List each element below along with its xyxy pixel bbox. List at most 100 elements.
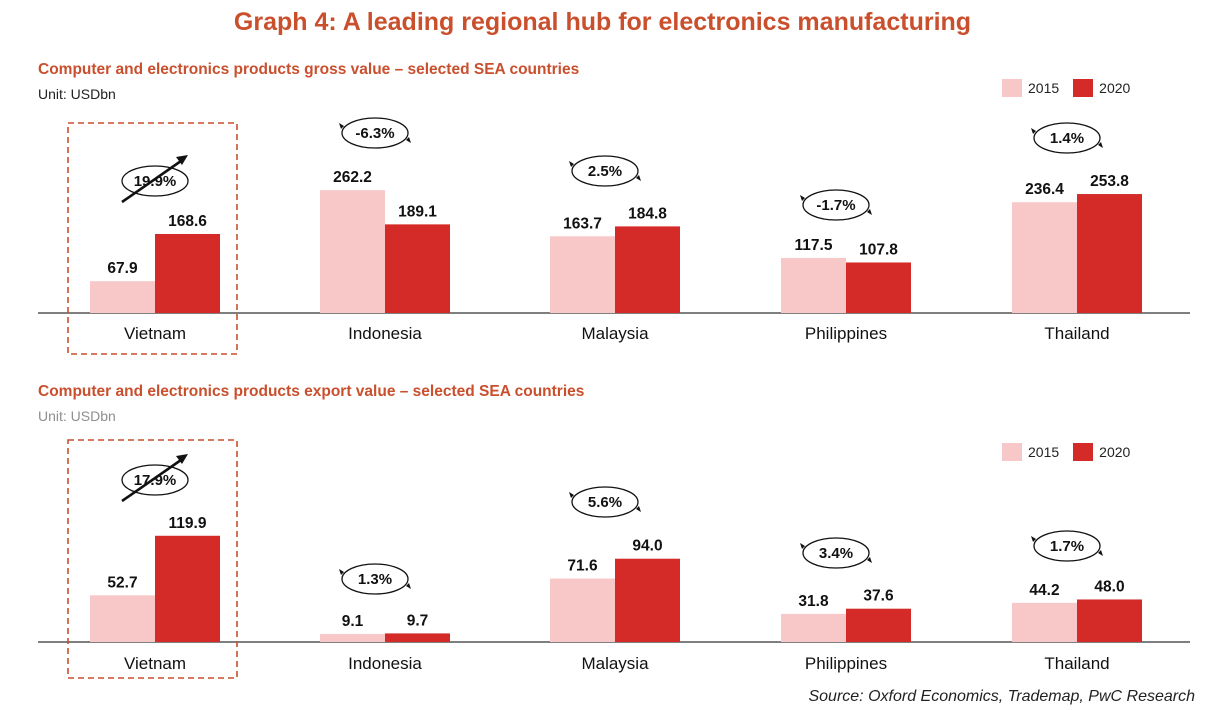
growth-marker-left-indonesia bbox=[339, 123, 344, 129]
highlight-box-vietnam bbox=[67, 122, 238, 355]
growth-arrow-vietnam bbox=[121, 159, 182, 204]
legend-swatch-2015 bbox=[1002, 79, 1022, 97]
growth-label-malaysia: 5.6% bbox=[588, 494, 622, 511]
bar-label-indonesia-2020: 189.1 bbox=[398, 203, 437, 220]
legend-label-2015: 2015 bbox=[1028, 444, 1060, 460]
chart1-legend-2020: 2020 bbox=[1073, 79, 1130, 97]
bar-label-philippines-2020: 107.8 bbox=[859, 241, 898, 258]
bar-label-indonesia-2015: 262.2 bbox=[333, 169, 372, 186]
bar-malaysia-2020 bbox=[615, 226, 680, 313]
chart2-legend-2015: 2015 bbox=[1002, 443, 1059, 461]
growth-marker-right-philippines bbox=[867, 209, 872, 215]
chart2-legend: 2015 2020 bbox=[1002, 443, 1144, 461]
bar-label-vietnam-2015: 52.7 bbox=[107, 574, 137, 591]
bar-philippines-2015 bbox=[781, 613, 846, 642]
growth-label-indonesia: -6.3% bbox=[355, 125, 394, 142]
growth-ellipse-malaysia bbox=[571, 486, 639, 518]
chart2-title: Computer and electronics products export… bbox=[38, 383, 585, 400]
source-note: Source: Oxford Economics, Trademap, PwC … bbox=[808, 688, 1195, 705]
growth-label-philippines: -1.7% bbox=[816, 197, 855, 214]
bar-label-philippines-2015: 31.8 bbox=[798, 593, 829, 610]
bar-thailand-2020 bbox=[1077, 599, 1142, 642]
growth-label-thailand: 1.4% bbox=[1050, 130, 1084, 147]
highlight-box-vietnam bbox=[67, 439, 238, 679]
legend-swatch-2020 bbox=[1073, 79, 1094, 97]
growth-label-vietnam: 17.9% bbox=[134, 472, 177, 489]
growth-ellipse-malaysia bbox=[571, 155, 639, 187]
growth-arrow-vietnam bbox=[121, 458, 182, 503]
bar-label-philippines-2015: 117.5 bbox=[795, 237, 833, 254]
growth-ellipse-thailand bbox=[1033, 530, 1101, 562]
category-label-malaysia: Malaysia bbox=[581, 654, 649, 673]
bar-label-thailand-2020: 253.8 bbox=[1090, 173, 1129, 190]
category-label-vietnam: Vietnam bbox=[124, 324, 186, 343]
category-label-philippines: Philippines bbox=[805, 654, 887, 673]
bar-thailand-2015 bbox=[1012, 602, 1077, 642]
bar-label-philippines-2020: 37.6 bbox=[863, 588, 894, 605]
chart2-plot: 52.7 119.9 Vietnam 17.9% 9.1 9.7 Indonesia 1.3%… bbox=[38, 439, 1190, 679]
growth-label-thailand: 1.7% bbox=[1050, 538, 1084, 555]
growth-marker-left-philippines bbox=[800, 543, 805, 549]
category-label-indonesia: Indonesia bbox=[348, 324, 422, 343]
main-title: Graph 4: A leading regional hub for elec… bbox=[233, 8, 972, 36]
category-label-indonesia: Indonesia bbox=[348, 654, 422, 673]
growth-marker-right-malaysia bbox=[636, 175, 641, 181]
bar-vietnam-2015 bbox=[90, 281, 155, 313]
growth-ellipse-vietnam bbox=[121, 464, 189, 496]
bar-malaysia-2020 bbox=[615, 558, 680, 642]
bar-label-malaysia-2020: 94.0 bbox=[632, 538, 662, 555]
category-label-thailand: Thailand bbox=[1044, 654, 1109, 673]
chart1-legend-2015: 2015 bbox=[1002, 79, 1059, 97]
category-label-thailand: Thailand bbox=[1044, 324, 1109, 343]
growth-ellipse-vietnam bbox=[121, 165, 189, 197]
legend-swatch-2015 bbox=[1002, 443, 1022, 461]
chart2-unit: Unit: USDbn bbox=[38, 408, 116, 424]
growth-ellipse-thailand bbox=[1033, 122, 1101, 154]
growth-marker-right-indonesia bbox=[406, 583, 411, 589]
chart2-legend-2020: 2020 bbox=[1073, 443, 1130, 461]
legend-label-2020: 2020 bbox=[1099, 444, 1131, 460]
category-label-vietnam: Vietnam bbox=[124, 654, 186, 673]
growth-marker-left-thailand bbox=[1031, 128, 1036, 134]
chart1-title: Computer and electronics products gross … bbox=[38, 61, 580, 78]
growth-label-philippines: 3.4% bbox=[819, 545, 853, 562]
bar-malaysia-2015 bbox=[550, 236, 615, 313]
growth-marker-left-thailand bbox=[1031, 536, 1036, 542]
growth-marker-left-indonesia bbox=[339, 569, 344, 575]
growth-marker-right-malaysia bbox=[636, 506, 641, 512]
bar-label-vietnam-2020: 168.6 bbox=[168, 213, 207, 230]
growth-marker-right-indonesia bbox=[406, 137, 411, 143]
legend-swatch-2020 bbox=[1073, 443, 1094, 461]
bar-label-thailand-2015: 44.2 bbox=[1029, 582, 1059, 599]
growth-ellipse-philippines bbox=[802, 537, 870, 569]
bar-label-thailand-2015: 236.4 bbox=[1025, 181, 1064, 198]
bar-indonesia-2015 bbox=[320, 190, 385, 313]
bar-indonesia-2020 bbox=[385, 224, 450, 313]
bar-indonesia-2020 bbox=[385, 633, 450, 642]
bar-philippines-2015 bbox=[781, 257, 846, 313]
growth-marker-right-philippines bbox=[867, 557, 872, 563]
bar-label-malaysia-2015: 163.7 bbox=[563, 215, 602, 232]
bar-label-indonesia-2015: 9.1 bbox=[342, 613, 364, 630]
bar-label-malaysia-2020: 184.8 bbox=[628, 205, 667, 222]
growth-label-malaysia: 2.5% bbox=[588, 163, 622, 180]
growth-marker-left-philippines bbox=[800, 195, 805, 201]
bar-label-thailand-2020: 48.0 bbox=[1094, 578, 1124, 595]
growth-marker-right-thailand bbox=[1098, 142, 1103, 148]
chart1-unit: Unit: USDbn bbox=[38, 86, 116, 102]
chart1-legend: 2015 2020 bbox=[1002, 79, 1144, 97]
growth-label-indonesia: 1.3% bbox=[358, 571, 392, 588]
bar-philippines-2020 bbox=[846, 608, 911, 642]
bar-vietnam-2015 bbox=[90, 595, 155, 642]
growth-marker-left-malaysia bbox=[569, 161, 574, 167]
bar-philippines-2020 bbox=[846, 262, 911, 313]
bar-vietnam-2020 bbox=[155, 233, 220, 313]
bar-thailand-2015 bbox=[1012, 202, 1077, 313]
bar-thailand-2020 bbox=[1077, 194, 1142, 313]
category-label-malaysia: Malaysia bbox=[581, 324, 649, 343]
bar-label-vietnam-2020: 119.9 bbox=[169, 515, 207, 532]
growth-arrowhead-vietnam bbox=[176, 454, 188, 464]
growth-arrowhead-vietnam bbox=[176, 155, 188, 165]
legend-label-2020: 2020 bbox=[1099, 80, 1131, 96]
